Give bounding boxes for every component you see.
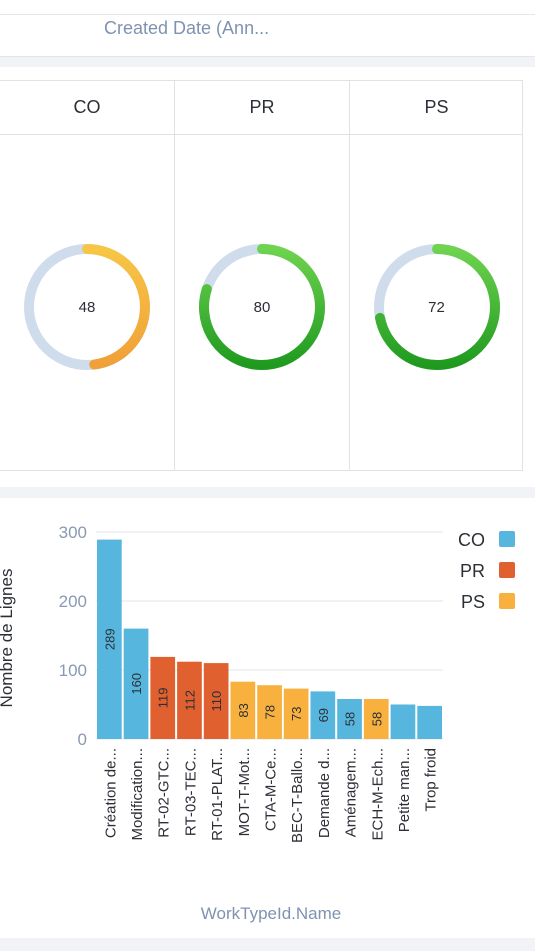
bar[interactable]: [337, 699, 362, 739]
y-tick-label: 100: [59, 661, 87, 680]
x-tick-label: CTA-M-Ce...: [263, 748, 280, 831]
bar[interactable]: [310, 691, 336, 739]
gauge-ring-co: [24, 244, 150, 370]
gauge-ps: 72: [371, 241, 503, 373]
bar[interactable]: [123, 628, 149, 739]
x-tick-label: RT-02-GTC...: [156, 748, 173, 838]
x-tick-label: MOT-T-Mot...: [236, 748, 253, 836]
gauge-arc: [374, 244, 500, 370]
x-tick-label: Modification...: [129, 748, 146, 841]
x-axis-title: WorkTypeId.Name: [201, 904, 341, 923]
legend-swatch: [499, 593, 515, 609]
bar-chart: 300 200 100 0 289 Création de... 160 Modificat…: [0, 523, 515, 923]
gauge-title-pr: PR: [175, 81, 349, 135]
created-date-filter[interactable]: Created Date (Ann...: [104, 18, 270, 38]
gauge-value-pr: 80: [253, 298, 271, 316]
x-tick-label: Petite man...: [396, 748, 413, 832]
gauge-ring-pr: [199, 244, 325, 370]
x-tick-label: RT-03-TEC...: [182, 748, 199, 836]
bar[interactable]: [177, 661, 202, 739]
gauge-ring-ps: [373, 244, 500, 370]
gauge-panel: CO 48 PR 80 PS 72: [0, 67, 535, 487]
legend-label: PS: [461, 592, 485, 612]
bar[interactable]: [257, 685, 282, 739]
y-tick-label: 300: [59, 523, 87, 542]
x-tick-label: RT-01-PLAT...: [209, 748, 226, 841]
data-label: 69: [316, 708, 331, 722]
bar[interactable]: [390, 704, 416, 740]
data-label: 119: [156, 688, 171, 709]
bar[interactable]: [283, 688, 309, 739]
gauge-column-co: CO 48: [0, 81, 174, 470]
x-tick-label: Demande d...: [316, 748, 333, 838]
bar[interactable]: [97, 539, 122, 739]
data-label: 83: [236, 703, 251, 717]
gauge-table: CO 48 PR 80 PS 72: [0, 80, 523, 471]
bar[interactable]: [363, 699, 389, 739]
legend-label: CO: [458, 530, 485, 550]
bar-chart-card: 300 200 100 0 289 Création de... 160 Modificat…: [0, 498, 535, 938]
filter-card: Created Date (Ann...: [0, 0, 535, 57]
data-label: 160: [129, 673, 144, 695]
x-tick-label: Trop froid: [423, 748, 440, 812]
gauge-column-pr: PR 80: [174, 81, 349, 470]
bar[interactable]: [150, 656, 176, 739]
legend-label: PR: [460, 561, 485, 581]
y-axis-title: Nombre de Lignes: [0, 569, 16, 708]
x-tick-label: ECH-M-Ech...: [369, 748, 386, 841]
y-tick-label: 200: [59, 592, 87, 611]
legend-swatch: [499, 531, 515, 547]
gauge-pr: 80: [196, 241, 328, 373]
y-tick-label: 0: [78, 730, 87, 749]
data-label: 78: [263, 705, 278, 719]
gauge-arc: [82, 244, 150, 370]
gauge-value-ps: 72: [428, 298, 445, 316]
x-tick-label: Création de...: [102, 748, 119, 838]
x-tick-label: BEC-T-Ballo...: [289, 748, 306, 843]
divider: [0, 14, 535, 15]
legend-swatch: [499, 562, 515, 578]
data-label: 58: [369, 712, 384, 726]
gauge-title-ps: PS: [350, 81, 523, 135]
gauge-column-ps: PS 72: [349, 81, 523, 470]
data-label: 112: [182, 690, 197, 711]
bar[interactable]: [203, 663, 229, 739]
gauge-co: 48: [21, 241, 153, 373]
x-tick-label: Aménagem...: [343, 748, 360, 837]
gauge-arc: [199, 244, 325, 370]
data-label: 73: [289, 707, 304, 721]
gauge-title-co: CO: [0, 81, 174, 135]
data-label: 58: [343, 712, 358, 726]
data-label: 110: [209, 691, 224, 712]
bar[interactable]: [417, 705, 442, 739]
bar[interactable]: [230, 681, 256, 739]
gauge-value-co: 48: [78, 298, 96, 316]
data-label: 289: [102, 628, 117, 650]
